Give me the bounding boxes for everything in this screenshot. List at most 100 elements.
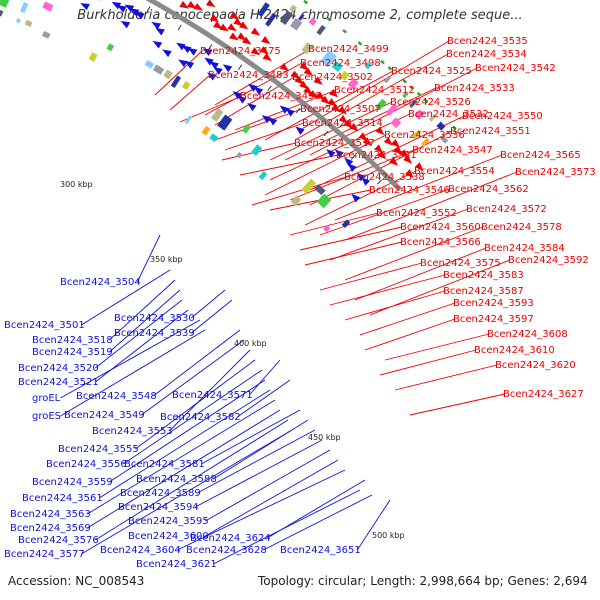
feature-box [316, 193, 332, 209]
forward-gene-label[interactable]: Bcen2424_3532 [408, 109, 489, 120]
reverse-gene-label[interactable]: Bcen2424_3501 [4, 320, 85, 331]
forward-gene-label[interactable]: Bcen2424_3536 [384, 130, 465, 141]
scale-tick [377, 179, 382, 185]
feature-box [402, 78, 407, 84]
forward-gene-label-leader [269, 113, 411, 181]
forward-gene-label[interactable]: Bcen2424_3502 [292, 72, 373, 83]
forward-gene-label[interactable]: Bcen2424_3525 [391, 66, 472, 77]
reverse-gene-label[interactable]: Bcen2424_3594 [118, 502, 199, 513]
reverse-gene-label[interactable]: Bcen2424_3563 [10, 509, 91, 520]
forward-gene-label[interactable]: Bcen2424_3592 [508, 255, 589, 266]
reverse-gene-label[interactable]: Bcen2424_3576 [18, 535, 99, 546]
forward-gene-label[interactable]: Bcen2424_3627 [503, 389, 584, 400]
forward-gene-label[interactable]: Bcen2424_3546 [369, 185, 450, 196]
forward-gene-label[interactable]: Bcen2424_3517 [294, 138, 375, 149]
reverse-gene-label[interactable]: Bcen2424_3521 [18, 377, 99, 388]
reverse-gene-label[interactable]: Bcen2424_3561 [22, 493, 103, 504]
forward-gene-label[interactable]: Bcen2424_3551 [450, 126, 531, 137]
forward-gene-label[interactable]: Bcen2424_3533 [434, 83, 515, 94]
reverse-gene-label[interactable]: Bcen2424_3589 [120, 488, 201, 499]
forward-cds-arrow [290, 70, 300, 79]
feature-box [316, 24, 326, 36]
forward-gene-label[interactable]: Bcen2424_3483 [208, 70, 289, 81]
forward-gene-label[interactable]: Bcen2424_3573 [515, 167, 596, 178]
forward-gene-label[interactable]: Bcen2424_3475 [200, 46, 281, 57]
feature-box [323, 224, 331, 233]
forward-gene-label[interactable]: Bcen2424_3587 [443, 286, 524, 297]
forward-gene-label[interactable]: Bcen2424_3593 [453, 298, 534, 309]
reverse-gene-label[interactable]: groEL [32, 393, 61, 404]
scale-label-350: 350 kbp [150, 255, 183, 264]
reverse-gene-label[interactable]: Bcen2424_3621 [136, 559, 217, 570]
forward-gene-label[interactable]: Bcen2424_3542 [475, 63, 556, 74]
forward-gene-label[interactable]: Bcen2424_3531 [336, 150, 417, 161]
reverse-gene-label[interactable]: Bcen2424_3518 [32, 335, 113, 346]
reverse-cds-arrow [120, 20, 131, 29]
forward-gene-label[interactable]: Bcen2424_3512 [334, 85, 415, 96]
forward-gene-label[interactable]: Bcen2424_3562 [448, 184, 529, 195]
reverse-gene-label[interactable]: Bcen2424_3577 [4, 549, 85, 560]
reverse-gene-label[interactable]: Bcen2424_3539 [114, 328, 195, 339]
reverse-gene-label[interactable]: Bcen2424_3549 [64, 410, 145, 421]
reverse-gene-label[interactable]: Bcen2424_3559 [32, 477, 113, 488]
forward-gene-label[interactable]: Bcen2424_3572 [466, 204, 547, 215]
forward-gene-label[interactable]: Bcen2424_3620 [495, 360, 576, 371]
forward-gene-label[interactable]: Bcen2424_3498 [300, 58, 381, 69]
forward-gene-label[interactable]: Bcen2424_3575 [420, 258, 501, 269]
feature-box [314, 184, 326, 196]
reverse-gene-label[interactable]: Bcen2424_3628 [186, 545, 267, 556]
scale-tick [350, 154, 356, 160]
feature-box [209, 133, 219, 143]
reverse-gene-label[interactable]: Bcen2424_3556 [46, 459, 127, 470]
forward-gene-label[interactable]: Bcen2424_3583 [443, 270, 524, 281]
forward-gene-label[interactable]: Bcen2424_3550 [462, 111, 543, 122]
forward-gene-label[interactable]: Bcen2424_3560 [400, 222, 481, 233]
reverse-gene-label-leader [135, 359, 256, 450]
reverse-gene-label[interactable]: Bcen2424_3595 [128, 516, 209, 527]
reverse-gene-label[interactable]: Bcen2424_3600 [128, 531, 209, 542]
reverse-gene-label[interactable]: Bcen2424_3504 [60, 277, 141, 288]
feature-box [331, 61, 343, 72]
forward-gene-label[interactable]: Bcen2424_3584 [484, 243, 565, 254]
reverse-gene-label-leader [197, 429, 316, 494]
reverse-gene-label[interactable]: Bcen2424_3581 [124, 459, 205, 470]
forward-gene-label[interactable]: Bcen2424_3514 [302, 118, 383, 129]
forward-gene-label[interactable]: Bcen2424_3554 [414, 166, 495, 177]
reverse-gene-label[interactable]: Bcen2424_3604 [100, 545, 181, 556]
forward-gene-label[interactable]: Bcen2424_3597 [453, 314, 534, 325]
forward-gene-label[interactable]: Bcen2424_3565 [500, 150, 581, 161]
reverse-gene-label[interactable]: Bcen2424_3588 [136, 474, 217, 485]
reverse-gene-label[interactable]: Bcen2424_3555 [58, 444, 139, 455]
forward-gene-label[interactable]: Bcen2424_3538 [344, 172, 425, 183]
forward-gene-label[interactable]: Bcen2424_3535 [447, 36, 528, 47]
reverse-gene-label[interactable]: Bcen2424_3530 [114, 313, 195, 324]
reverse-gene-label[interactable]: Bcen2424_3519 [32, 347, 113, 358]
reverse-cds-arrow [334, 149, 344, 158]
reverse-gene-label[interactable]: groES [32, 411, 61, 422]
forward-cds-arrow [213, 21, 223, 29]
forward-gene-label[interactable]: Bcen2424_3499 [308, 44, 389, 55]
reverse-gene-label[interactable]: Bcen2424_3571 [172, 390, 253, 401]
forward-gene-label[interactable]: Bcen2424_3566 [400, 237, 481, 248]
feature-box [421, 137, 430, 147]
forward-gene-label[interactable]: Bcen2424_3578 [481, 222, 562, 233]
forward-gene-label[interactable]: Bcen2424_3526 [390, 97, 471, 108]
forward-gene-label-leader [364, 318, 456, 351]
forward-gene-label[interactable]: Bcen2424_3608 [487, 329, 568, 340]
forward-gene-label[interactable]: Bcen2424_3496 [240, 91, 321, 102]
forward-gene-label[interactable]: Bcen2424_3552 [376, 208, 457, 219]
reverse-gene-label[interactable]: Bcen2424_3548 [76, 391, 157, 402]
scale-tick [177, 24, 182, 31]
reverse-gene-label[interactable]: Bcen2424_3520 [18, 363, 99, 374]
reverse-gene-label[interactable]: Bcen2424_3651 [280, 545, 361, 556]
reverse-cds-arrow [295, 126, 305, 135]
reverse-gene-label[interactable]: Bcen2424_3569 [10, 523, 91, 534]
forward-gene-label[interactable]: Bcen2424_3547 [412, 145, 493, 156]
reverse-gene-label[interactable]: Bcen2424_3624 [190, 533, 271, 544]
reverse-gene-label[interactable]: Bcen2424_3582 [160, 412, 241, 423]
forward-gene-label[interactable]: Bcen2424_3610 [474, 345, 555, 356]
forward-gene-label-leader [384, 333, 490, 361]
reverse-gene-label[interactable]: Bcen2424_3553 [92, 426, 173, 437]
forward-gene-label[interactable]: Bcen2424_3534 [446, 49, 527, 60]
forward-gene-label[interactable]: Bcen2424_3507 [300, 104, 381, 115]
